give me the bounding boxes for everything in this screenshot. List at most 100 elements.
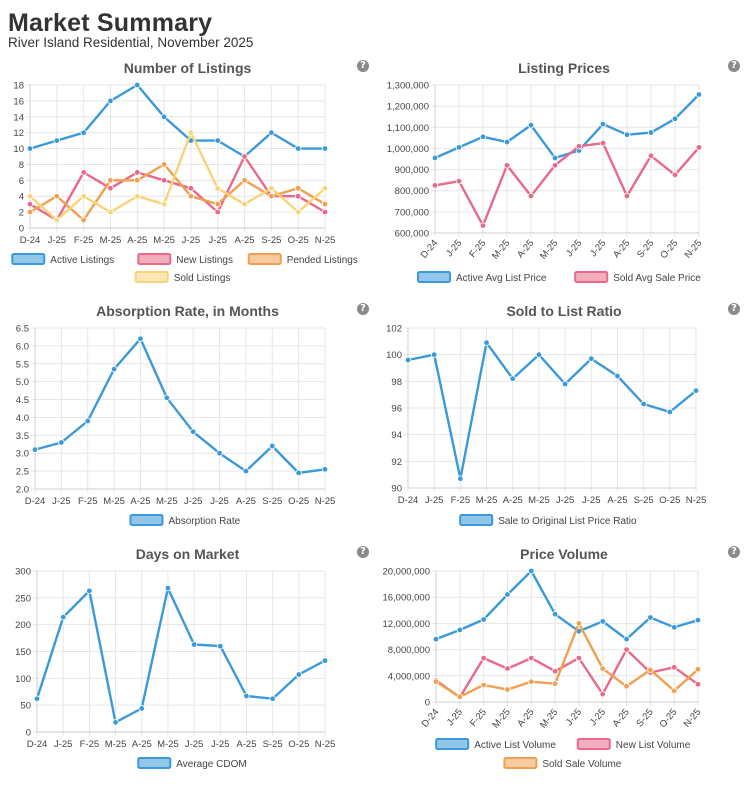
x-tick-label: A-25 <box>235 235 255 246</box>
data-point <box>480 616 487 623</box>
report-header: Market Summary River Island Residential,… <box>8 8 253 50</box>
x-tick-label: D-24 <box>20 235 41 246</box>
data-point <box>241 177 248 184</box>
data-point <box>295 469 302 477</box>
data-point <box>575 143 583 150</box>
x-tick-label: J-25 <box>182 235 200 246</box>
data-point <box>214 200 221 208</box>
y-tick-label: 1,200,000 <box>387 102 429 113</box>
data-point <box>670 624 678 631</box>
series-line <box>29 155 326 222</box>
x-tick-label: J-25 <box>445 707 465 728</box>
data-point <box>295 671 303 678</box>
chart-panel-prices: Listing Prices ? 600,000 700,000 800,000 90… <box>375 60 753 295</box>
chart-panel-volume: Price Volume ? 0 4,000,000 8,000,000 12,000… <box>375 546 753 786</box>
y-tick-label: 6.0 <box>16 341 29 352</box>
y-tick-label: 1,000,000 <box>387 144 429 155</box>
data-point <box>53 137 61 144</box>
data-point <box>163 394 171 401</box>
series-line <box>435 648 699 699</box>
y-tick-label: 18 <box>13 81 24 92</box>
data-point <box>599 690 606 698</box>
y-tick-label: 300 <box>15 567 31 578</box>
x-tick-label: A-25 <box>132 739 152 750</box>
series-line <box>35 587 326 724</box>
help-icon[interactable]: ? <box>728 546 740 558</box>
data-point <box>214 137 221 144</box>
data-point <box>551 680 559 687</box>
data-point <box>138 705 145 712</box>
x-tick-label: N-25 <box>686 495 707 506</box>
grid <box>33 570 326 736</box>
data-point <box>26 145 34 152</box>
data-point <box>670 687 678 695</box>
series-line <box>435 622 699 699</box>
data-point <box>110 365 118 373</box>
data-point <box>86 587 93 595</box>
y-tick-label: 100 <box>15 674 31 685</box>
series-line <box>29 83 325 158</box>
data-point <box>80 169 87 176</box>
chart-title-absorption: Absorption Rate, in Months <box>96 303 279 319</box>
data-point <box>647 152 655 160</box>
y-tick-label: 12 <box>13 128 24 139</box>
chart-volume: 0 4,000,000 8,000,000 12,000,000 16,000,000 2… <box>382 567 703 771</box>
help-icon[interactable]: ? <box>357 303 369 315</box>
x-tick-label: A-25 <box>611 238 632 260</box>
data-point <box>551 162 559 169</box>
y-tick-label: 90 <box>391 484 402 495</box>
data-point <box>623 192 631 200</box>
y-tick-label: 2 <box>19 208 24 219</box>
data-point <box>480 654 487 662</box>
data-point <box>561 380 569 388</box>
series-sale-to-original-list-price-ratio <box>404 339 700 482</box>
data-point <box>455 144 463 151</box>
y-tick-label: 700,000 <box>395 207 429 218</box>
y-tick-label: 16 <box>13 96 24 107</box>
grid <box>404 327 697 492</box>
y-tick-label: 200 <box>15 620 31 631</box>
help-icon[interactable]: ? <box>357 60 369 72</box>
data-point <box>134 193 141 200</box>
help-icon[interactable]: ? <box>357 546 369 558</box>
x-tick-label: J-25 <box>52 496 70 507</box>
legend-swatch <box>417 271 451 283</box>
x-tick-label: J-25 <box>582 495 600 506</box>
chart-prices: 600,000 700,000 800,000 900,000 1,000,000 1,1… <box>387 81 705 285</box>
x-tick-label: D-24 <box>419 238 441 261</box>
y-tick-label: 92 <box>391 457 402 468</box>
y-tick-label: 5.0 <box>16 377 29 388</box>
y-tick-label: 16,000,000 <box>382 593 430 604</box>
data-point <box>528 654 535 662</box>
data-point <box>187 129 195 136</box>
series-line <box>29 131 326 222</box>
x-tick-label: F-25 <box>468 707 489 729</box>
series-average-cdom <box>33 584 329 726</box>
data-point <box>430 351 438 358</box>
help-icon[interactable]: ? <box>728 60 740 72</box>
data-point <box>112 719 119 726</box>
data-point <box>671 171 679 179</box>
legend-swatch <box>435 738 470 750</box>
y-tick-label: 600,000 <box>395 229 429 240</box>
data-point <box>269 695 276 702</box>
x-tick-label: S-25 <box>263 739 283 750</box>
x-tick-label: M-25 <box>490 238 512 262</box>
legend-swatch <box>503 757 538 769</box>
y-tick-label: 94 <box>391 430 402 441</box>
page-subtitle: River Island Residential, November 2025 <box>8 35 254 50</box>
chart-title-dom: Days on Market <box>135 546 240 562</box>
help-icon[interactable]: ? <box>728 303 740 315</box>
x-tick-label: A-25 <box>515 238 536 260</box>
data-point <box>504 665 511 672</box>
chart-title-listings: Number of Listings <box>123 60 252 76</box>
chart-title-prices: Listing Prices <box>518 60 610 76</box>
data-point <box>695 91 703 98</box>
data-point <box>137 335 144 342</box>
legend-label: Sold Avg Sale Price <box>613 273 701 284</box>
data-point <box>504 686 511 693</box>
x-tick-label: A-25 <box>236 496 256 507</box>
data-point <box>457 475 464 482</box>
y-tick-label: 96 <box>391 404 402 415</box>
x-tick-label: D-24 <box>420 707 442 730</box>
